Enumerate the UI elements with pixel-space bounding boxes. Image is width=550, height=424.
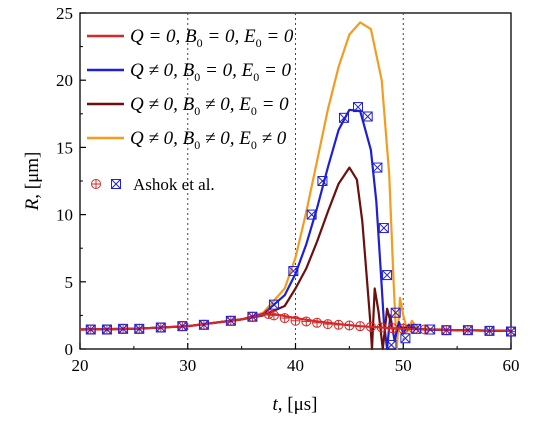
marker-point-1 — [312, 317, 323, 328]
marker-point-1 — [387, 323, 398, 334]
marker-point-1 — [419, 324, 430, 335]
marker-point-1 — [376, 322, 387, 333]
legend-label-1: Q = 0, B0 = 0, E0 = 0 — [130, 26, 294, 50]
marker-point-1 — [398, 323, 409, 334]
x-tick-label: 40 — [287, 356, 304, 375]
x-tick-label: 20 — [72, 356, 89, 375]
marker-point-2 — [484, 325, 495, 336]
legend-marker-circled-plus — [91, 179, 101, 189]
y-tick-label: 25 — [56, 4, 73, 23]
x-axis-label: t, [μs] — [272, 394, 317, 415]
marker-point-1 — [365, 321, 376, 332]
y-axis-label: R, [μm] — [22, 152, 43, 212]
marker-point-1 — [301, 316, 312, 327]
marker-point-2 — [288, 266, 299, 277]
legend-label-markers: Ashok et al. — [133, 175, 215, 194]
gridlines — [187, 13, 404, 349]
legend-marker-boxed-x — [111, 179, 121, 189]
marker-point-2 — [352, 102, 363, 113]
marker-point-2 — [382, 270, 393, 281]
x-tick-label: 30 — [179, 356, 196, 375]
marker-point-1 — [355, 321, 366, 332]
legend-label-3: Q ≠ 0, B0 ≠ 0, E0 = 0 — [130, 94, 289, 118]
y-tick-label: 10 — [56, 206, 73, 225]
marker-point-2 — [155, 322, 166, 333]
marker-point-2 — [198, 319, 209, 330]
marker-point-2 — [134, 323, 145, 334]
marker-point-1 — [279, 313, 290, 324]
marker-point-2 — [386, 339, 397, 350]
marker-point-2 — [390, 307, 401, 318]
marker-point-2 — [85, 324, 96, 335]
marker-point-1 — [322, 319, 333, 330]
marker-point-2 — [306, 209, 317, 220]
x-tick-label: 60 — [503, 356, 520, 375]
marker-point-2 — [101, 324, 112, 335]
marker-point-2 — [317, 176, 328, 186]
marker-point-1 — [333, 319, 344, 330]
marker-point-2 — [425, 324, 436, 335]
marker-point-1 — [263, 309, 274, 320]
marker-point-2 — [118, 323, 129, 334]
marker-point-2 — [372, 162, 383, 173]
x-tick-label: 50 — [395, 356, 412, 375]
marker-point-2 — [177, 321, 188, 332]
marker-point-1 — [409, 323, 420, 334]
marker-point-2 — [338, 112, 349, 123]
y-tick-label: 5 — [65, 273, 74, 292]
marker-point-2 — [506, 326, 516, 337]
legend-label-2: Q ≠ 0, B0 = 0, E0 = 0 — [130, 60, 292, 84]
marker-point-2 — [362, 111, 373, 122]
marker-point-1 — [268, 310, 279, 321]
marker-point-1 — [290, 315, 301, 326]
marker-point-2 — [247, 311, 258, 322]
series-line-4 — [79, 21, 512, 351]
marker-point-2 — [268, 299, 279, 310]
y-tick-label: 15 — [56, 138, 73, 157]
marker-point-2 — [441, 325, 452, 336]
markers-layer — [85, 102, 516, 350]
marker-point-2 — [400, 333, 411, 344]
marker-point-1 — [344, 320, 355, 331]
axis-ticks: 20 30 40 50 60 0 5 10 15 20 25 — [56, 4, 520, 375]
marker-point-2 — [378, 223, 389, 234]
y-tick-label: 20 — [56, 71, 73, 90]
y-tick-label: 0 — [65, 340, 74, 359]
legend: Q = 0, B0 = 0, E0 = 0 Q ≠ 0, B0 = 0, E0 =… — [87, 26, 294, 194]
marker-point-2 — [225, 315, 236, 326]
legend-label-4: Q ≠ 0, B0 ≠ 0, E0 ≠ 0 — [130, 128, 287, 152]
marker-point-2 — [411, 323, 422, 334]
marker-point-2 — [462, 325, 473, 336]
